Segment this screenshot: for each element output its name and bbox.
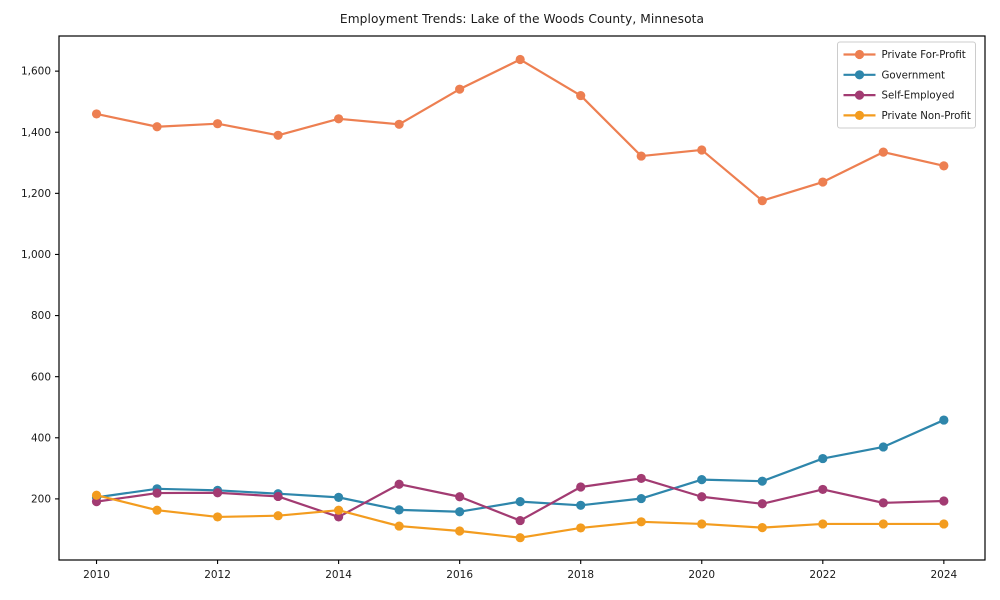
x-tick-label: 2010: [83, 569, 110, 581]
series-marker-private-non-profit: [91, 490, 102, 500]
series-marker-government: [515, 497, 525, 507]
series-marker-government: [394, 505, 404, 515]
legend-box: [837, 41, 976, 129]
chart-title: Employment Trends: Lake of the Woods Cou…: [339, 12, 705, 26]
series-marker-government: [334, 492, 344, 502]
series-private-for-profit: [91, 54, 949, 206]
series-self-employed: [91, 473, 949, 526]
series-marker-self-employed: [697, 492, 707, 502]
series-marker-private-for-profit: [878, 147, 888, 157]
x-tick-label: 2024: [930, 569, 957, 581]
series-marker-private-non-profit: [152, 505, 162, 515]
series-marker-private-for-profit: [152, 122, 162, 132]
y-tick-label: 1,000: [21, 249, 51, 261]
series-marker-self-employed: [576, 482, 586, 492]
x-tick-label: 2018: [567, 569, 594, 581]
series-marker-self-employed: [939, 496, 949, 506]
series-marker-private-non-profit: [636, 517, 646, 527]
series-marker-self-employed: [91, 497, 102, 507]
legend-item-private-non-profit: Private Non-Profit: [843, 110, 971, 122]
series-marker-private-for-profit: [394, 119, 404, 129]
legend: Private For-Profit Government Self-Employe…: [837, 41, 976, 129]
series-marker-self-employed: [455, 492, 465, 502]
series-marker-government: [455, 507, 465, 517]
series-marker-private-non-profit: [878, 519, 888, 529]
legend-label: Private For-Profit: [882, 50, 966, 61]
x-tick-label: 2022: [809, 569, 836, 581]
series-marker-private-for-profit: [455, 84, 465, 94]
legend-label: Government: [882, 70, 946, 81]
series-marker-self-employed: [878, 498, 888, 508]
legend-label: Private Non-Profit: [882, 111, 971, 122]
legend-item-private-for-profit: Private For-Profit: [843, 49, 966, 61]
series-marker-self-employed: [636, 473, 646, 484]
series-marker-self-employed: [515, 515, 525, 526]
plot-frame: [58, 35, 986, 561]
series-marker-government: [697, 475, 707, 485]
series-marker-self-employed: [394, 479, 404, 489]
series-marker-private-for-profit: [818, 177, 828, 187]
series-marker-private-for-profit: [939, 161, 949, 171]
series-marker-private-non-profit: [818, 519, 828, 529]
series-marker-private-for-profit: [273, 130, 283, 140]
series-marker-self-employed: [152, 488, 162, 498]
legend-marker-self-employed: [854, 90, 865, 100]
y-tick-label: 200: [31, 493, 51, 505]
series-marker-private-non-profit: [455, 526, 465, 536]
legend-item-self-employed: Self-Employed: [843, 90, 955, 102]
legend-marker-private-non-profit: [854, 110, 865, 120]
series-marker-government: [878, 442, 888, 452]
legend-label: Self-Employed: [882, 91, 955, 102]
series-marker-private-for-profit: [757, 196, 767, 206]
series-marker-private-non-profit: [273, 511, 283, 521]
series-marker-government: [576, 500, 586, 510]
series-line-private-for-profit: [95, 58, 945, 202]
series-marker-self-employed: [212, 488, 223, 498]
series-marker-private-for-profit: [212, 119, 223, 129]
series-marker-government: [636, 493, 646, 504]
series-marker-private-for-profit: [636, 151, 646, 161]
series-marker-private-non-profit: [757, 523, 767, 533]
series-marker-private-non-profit: [576, 523, 586, 533]
series-marker-private-non-profit: [697, 519, 707, 529]
series-marker-self-employed: [334, 512, 344, 522]
series-marker-private-for-profit: [515, 54, 525, 65]
series-government: [91, 415, 949, 517]
series-marker-government: [818, 453, 828, 464]
series-marker-private-for-profit: [334, 114, 344, 124]
y-tick-label: 400: [31, 432, 51, 444]
y-tick-label: 800: [31, 310, 51, 322]
series-marker-private-for-profit: [697, 145, 707, 155]
series-marker-private-for-profit: [576, 90, 586, 101]
y-tick-label: 1,400: [21, 127, 51, 139]
y-tick-label: 1,200: [21, 188, 51, 200]
series-marker-private-non-profit: [212, 512, 223, 522]
series-marker-private-non-profit: [334, 505, 344, 515]
x-tick-label: 2014: [325, 569, 352, 581]
series-marker-self-employed: [273, 491, 283, 502]
x-axis: 2010 2012 2014 2016 2018 2020 2022 2024: [83, 560, 958, 581]
series-private-non-profit: [91, 490, 949, 543]
y-axis: 200 400 600 800 1,000 1,200 1,400 1,600: [21, 66, 59, 505]
series-marker-self-employed: [757, 499, 767, 509]
y-tick-label: 1,600: [21, 66, 51, 78]
series-marker-private-non-profit: [394, 521, 404, 531]
series-marker-private-non-profit: [515, 533, 525, 543]
x-tick-label: 2012: [204, 569, 231, 581]
y-tick-label: 600: [31, 371, 51, 383]
legend-item-government: Government: [843, 70, 946, 81]
legend-marker-government: [854, 70, 865, 80]
series-marker-private-non-profit: [939, 519, 949, 529]
legend-marker-private-for-profit: [854, 49, 865, 60]
x-tick-label: 2020: [688, 569, 715, 581]
series-marker-self-employed: [818, 484, 828, 495]
series-marker-government: [757, 476, 767, 486]
series-marker-private-for-profit: [91, 109, 102, 119]
series-marker-government: [939, 415, 949, 425]
x-tick-label: 2016: [446, 569, 473, 581]
